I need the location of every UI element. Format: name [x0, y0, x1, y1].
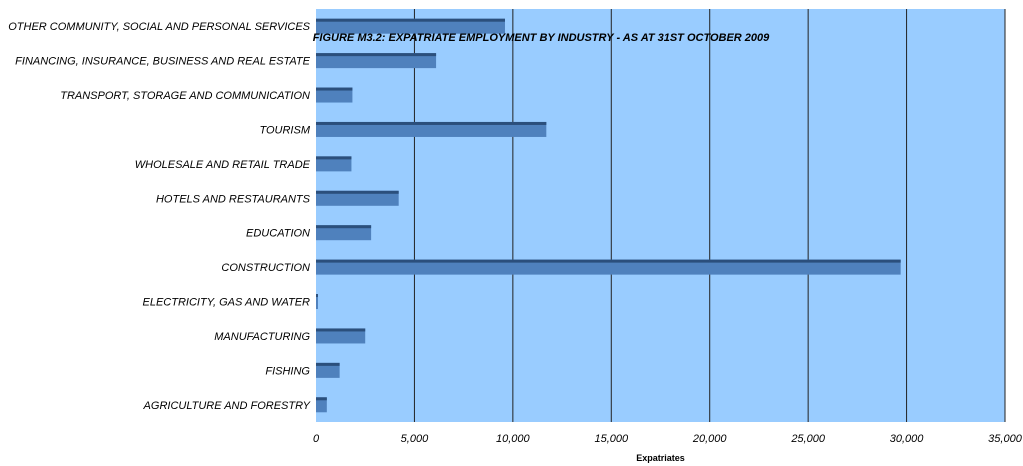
bar: [316, 225, 372, 241]
x-tick-label: 0: [313, 433, 320, 445]
bar-body: [316, 18, 505, 34]
x-tick-label: 25,000: [790, 433, 826, 445]
bar: [316, 397, 327, 413]
x-tick-label: 35,000: [988, 433, 1023, 445]
bar-body: [316, 362, 340, 378]
bar-body: [316, 328, 366, 344]
bar-top-edge: [316, 397, 327, 401]
x-tick-label: 5,000: [401, 433, 429, 445]
bar-top-edge: [316, 362, 340, 366]
bar-body: [316, 225, 372, 241]
chart-title: FIGURE M3.2: EXPATRIATE EMPLOYMENT BY IN…: [313, 32, 770, 44]
bars: [316, 18, 901, 413]
bar-top-edge: [316, 294, 318, 298]
bar-body: [316, 156, 352, 172]
bar: [316, 156, 352, 172]
x-axis-title: Expatriates: [636, 453, 685, 463]
bar: [316, 328, 366, 344]
gridlines: [413, 9, 1006, 422]
bar-top-edge: [316, 121, 547, 125]
bar-body: [316, 190, 399, 206]
bar: [316, 18, 505, 34]
category-label: AGRICULTURE AND FORESTRY: [143, 400, 311, 412]
category-label: OTHER COMMUNITY, SOCIAL AND PERSONAL SER…: [8, 21, 310, 33]
category-label: FINANCING, INSURANCE, BUSINESS AND REAL …: [15, 56, 310, 68]
bar: [316, 294, 318, 310]
bar: [316, 362, 340, 378]
plot-area: [316, 9, 1005, 422]
x-tick-label: 30,000: [890, 433, 925, 445]
category-label: ELECTRICITY, GAS AND WATER: [143, 297, 311, 309]
bar: [316, 121, 547, 137]
category-label: WHOLESALE AND RETAIL TRADE: [135, 159, 311, 171]
bar-top-edge: [316, 328, 366, 332]
bar-top-edge: [316, 259, 901, 263]
category-label: CONSTRUCTION: [221, 262, 310, 274]
x-tick-labels: 0 5,000 10,000 15,000 20,000 25,000 30,000 35,0…: [313, 433, 1023, 445]
bar-body: [316, 87, 353, 103]
bar-top-edge: [316, 18, 505, 22]
x-tick-label: 15,000: [594, 433, 629, 445]
category-labels: OTHER COMMUNITY, SOCIAL AND PERSONAL SER…: [8, 21, 311, 412]
bar: [316, 190, 399, 206]
bar: [316, 259, 901, 275]
bar-top-edge: [316, 87, 353, 91]
category-label: HOTELS AND RESTAURANTS: [156, 193, 311, 205]
category-label: TOURISM: [259, 124, 310, 136]
bar-top-edge: [316, 225, 372, 229]
x-tick-label: 20,000: [692, 433, 728, 445]
category-label: FISHING: [265, 365, 310, 377]
bar: [316, 53, 437, 69]
bar-body: [316, 397, 327, 413]
bar-body: [316, 53, 437, 69]
bar-body: [316, 121, 547, 137]
x-tick-label: 10,000: [496, 433, 531, 445]
bar-top-edge: [316, 156, 352, 160]
bar-top-edge: [316, 190, 399, 194]
bar-body: [316, 259, 901, 275]
category-label: MANUFACTURING: [214, 331, 310, 343]
category-label: TRANSPORT, STORAGE AND COMMUNICATION: [60, 90, 310, 102]
bar-body: [316, 294, 318, 310]
category-label: EDUCATION: [246, 228, 310, 240]
bar-top-edge: [316, 53, 437, 57]
bar: [316, 87, 353, 103]
